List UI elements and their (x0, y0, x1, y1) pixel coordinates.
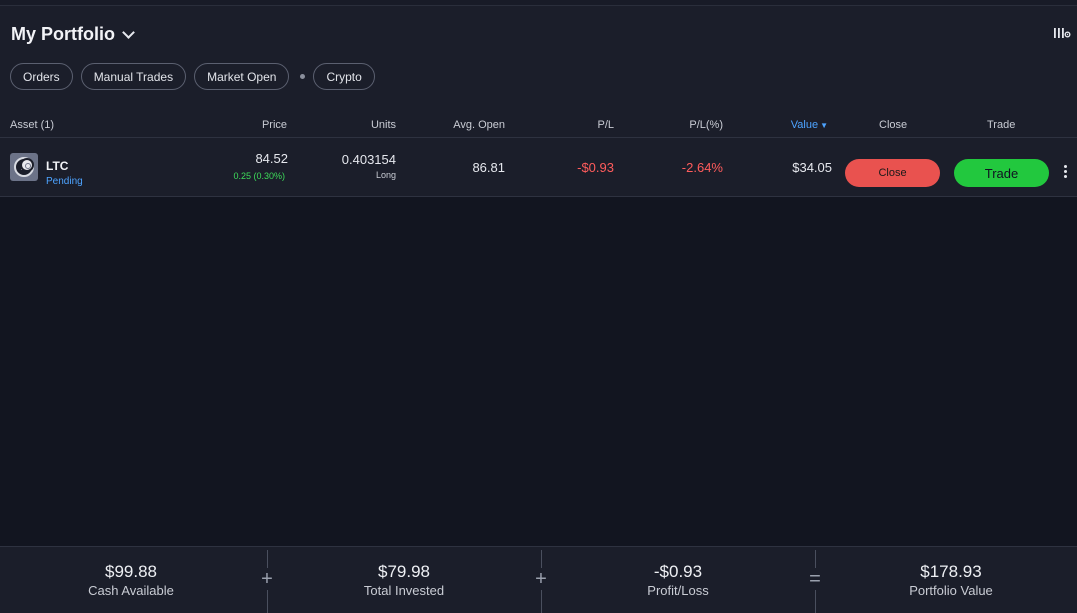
page-title: My Portfolio (11, 24, 115, 44)
summary-cash-available: $99.88 Cash Available (31, 562, 231, 598)
units-value: 0.403154 (341, 152, 396, 167)
summary-total-invested: $79.98 Total Invested (304, 562, 504, 598)
chevron-down-icon (122, 26, 135, 39)
filter-crypto[interactable]: Crypto (313, 63, 375, 90)
filter-orders[interactable]: Orders (10, 63, 73, 90)
column-header-value[interactable]: Value ▼ (791, 119, 828, 131)
column-header-price[interactable]: Price (261, 119, 287, 131)
portfolio-selector[interactable]: My Portfolio (11, 24, 135, 45)
portfolio-panel: My Portfolio Orders Manual Trades Market… (0, 6, 1077, 197)
status-pending: Pending (46, 176, 83, 187)
summary-profit-loss: -$0.93 Profit/Loss (578, 562, 778, 598)
kebab-menu-icon[interactable] (1061, 165, 1069, 181)
position-value: $34.05 (792, 160, 832, 175)
filter-market-open[interactable]: Market Open (194, 63, 290, 90)
profit-loss-value: -$0.93 (653, 562, 703, 581)
equals-icon: = (805, 568, 825, 590)
summary-portfolio-value: $178.93 Portfolio Value (851, 562, 1051, 598)
column-header-avg-open[interactable]: Avg. Open (453, 119, 505, 131)
portfolio-value-value: $178.93 (920, 562, 982, 581)
column-header-pl[interactable]: P/L (597, 119, 614, 131)
pl-value: -$0.93 (577, 160, 614, 175)
filter-bar: Orders Manual Trades Market Open Crypto (10, 63, 383, 90)
column-header-close: Close (879, 119, 908, 131)
cash-available-label: Cash Available (88, 583, 174, 598)
cash-available-value: $99.88 (105, 562, 157, 581)
position-direction: Long (375, 170, 396, 180)
portfolio-value-label: Portfolio Value (909, 583, 993, 598)
plus-icon: + (257, 568, 277, 590)
portfolio-summary: $99.88 Cash Available + $79.98 Total Inv… (0, 546, 1077, 613)
separator-dot (300, 74, 306, 79)
table-header: Asset (1) Price Units Avg. Open P/L P/L(… (0, 109, 1077, 138)
sort-descending-icon: ▼ (820, 121, 828, 130)
total-invested-value: $79.98 (378, 562, 430, 581)
column-header-value-label: Value (790, 119, 819, 131)
asset-ticker[interactable]: LTC (46, 159, 69, 173)
column-header-units[interactable]: Units (370, 119, 396, 131)
column-header-asset[interactable]: Asset (1) (10, 119, 55, 131)
column-settings-icon[interactable] (1053, 26, 1071, 40)
table-row[interactable]: Ł LTC Pending 84.52 0.25 (0.30%) 0.40315… (0, 138, 1077, 196)
plus-icon: + (531, 568, 551, 590)
trade-button[interactable]: Trade (954, 159, 1049, 187)
column-header-trade: Trade (987, 119, 1016, 131)
filter-manual-trades[interactable]: Manual Trades (80, 63, 187, 90)
total-invested-label: Total Invested (363, 583, 445, 598)
column-header-pl-pct[interactable]: P/L(%) (689, 119, 723, 131)
top-strip (0, 0, 1077, 6)
avg-open-value: 86.81 (472, 160, 505, 175)
profit-loss-label: Profit/Loss (647, 583, 709, 598)
price-value: 84.52 (255, 151, 288, 166)
pl-pct-value: -2.64% (681, 160, 723, 175)
crypto-badge-icon (20, 158, 34, 172)
price-change: 0.25 (0.30%) (233, 171, 285, 181)
close-position-button[interactable]: Close (845, 159, 940, 187)
